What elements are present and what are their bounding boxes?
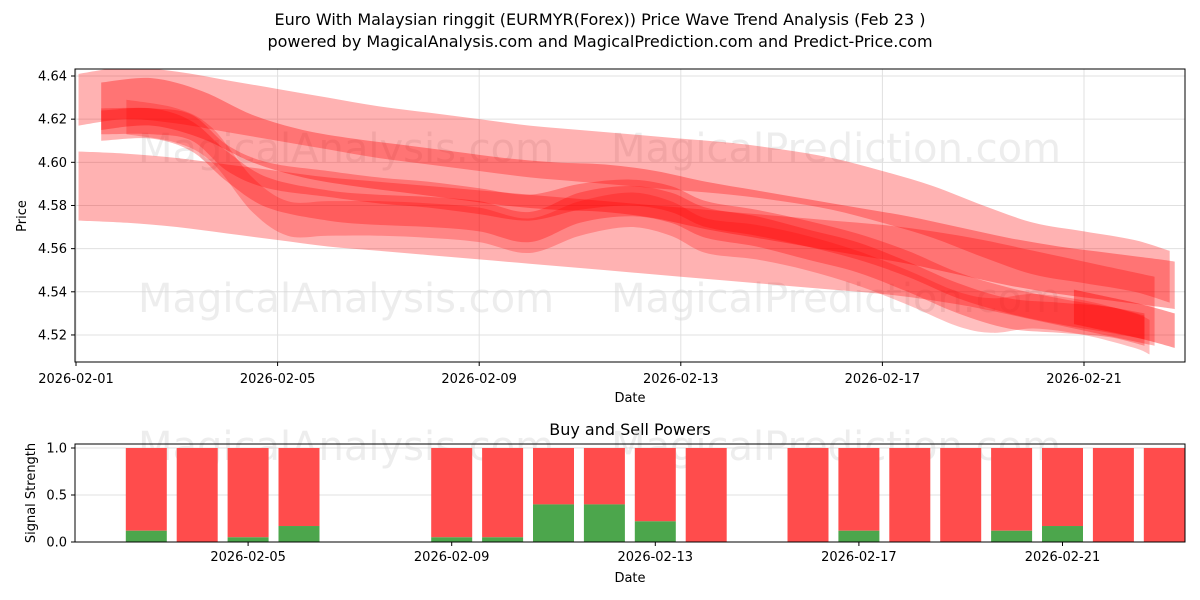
price-chart: MagicalAnalysis.comMagicalPrediction.com… xyxy=(15,67,1185,406)
bar-2026-02-06 xyxy=(279,448,320,542)
sell-bar xyxy=(533,448,574,504)
bar-2026-02-23 xyxy=(1144,448,1185,542)
signal-y-axis: 0.0 0.5 1.0 xyxy=(46,442,75,551)
bar-2026-02-16 xyxy=(788,448,829,542)
buy-bar xyxy=(533,504,574,542)
chart-canvas: MagicalAnalysis.comMagicalPrediction.com… xyxy=(0,0,1200,600)
signal-y-label: Signal Strength xyxy=(24,443,39,543)
bar-2026-02-19 xyxy=(940,448,981,542)
bar-2026-02-14 xyxy=(686,448,727,542)
x-tick-label: 2026-02-17 xyxy=(821,550,897,565)
y-tick-label: 4.56 xyxy=(38,242,67,257)
bar-2026-02-05 xyxy=(228,448,269,542)
buy-bar xyxy=(584,504,625,542)
x-tick-label: 2026-02-13 xyxy=(618,550,694,565)
y-tick-label: 0.0 xyxy=(46,536,67,551)
price-x-label: Date xyxy=(614,391,645,406)
sell-bar xyxy=(584,448,625,504)
sell-bar xyxy=(177,448,218,542)
buy-bar xyxy=(279,526,320,542)
y-tick-label: 4.64 xyxy=(38,70,67,85)
bar-2026-02-12 xyxy=(584,448,625,542)
price-y-axis: 4.52 4.54 4.56 4.58 4.60 4.62 4.64 xyxy=(38,70,75,344)
buy-bar xyxy=(431,537,472,542)
x-tick-label: 2026-02-17 xyxy=(845,372,921,387)
bar-2026-02-09 xyxy=(431,448,472,542)
buy-bar xyxy=(228,537,269,542)
bar-2026-02-17 xyxy=(838,448,879,542)
sell-bar xyxy=(126,448,167,531)
buy-bar xyxy=(482,537,523,542)
signal-bars xyxy=(126,448,1185,542)
y-tick-label: 4.62 xyxy=(38,113,67,128)
x-tick-label: 2026-02-01 xyxy=(38,372,114,387)
buy-bar xyxy=(991,531,1032,542)
buy-bar xyxy=(635,521,676,542)
y-tick-label: 0.5 xyxy=(46,489,67,504)
sell-bar xyxy=(279,448,320,526)
bar-2026-02-20 xyxy=(991,448,1032,542)
price-x-axis: 2026-02-01 2026-02-05 2026-02-09 2026-02-13… xyxy=(38,362,1122,387)
y-tick-label: 4.58 xyxy=(38,199,67,214)
y-tick-label: 4.52 xyxy=(38,328,67,343)
x-tick-label: 2026-02-09 xyxy=(441,372,517,387)
sell-bar xyxy=(788,448,829,542)
bar-2026-02-22 xyxy=(1093,448,1134,542)
sell-bar xyxy=(889,448,930,542)
y-tick-label: 4.54 xyxy=(38,285,67,300)
buy-bar xyxy=(1042,526,1083,542)
y-tick-label: 4.60 xyxy=(38,156,67,171)
bar-2026-02-21 xyxy=(1042,448,1083,542)
bar-2026-02-18 xyxy=(889,448,930,542)
buy-bar xyxy=(126,531,167,542)
signal-chart: Buy and Sell Powers MagicalAnalysis.comM… xyxy=(24,420,1185,586)
sell-bar xyxy=(482,448,523,537)
sell-bar xyxy=(635,448,676,521)
sell-bar xyxy=(838,448,879,531)
bar-2026-02-04 xyxy=(177,448,218,542)
x-tick-label: 2026-02-05 xyxy=(210,550,286,565)
x-tick-label: 2026-02-05 xyxy=(240,372,316,387)
signal-x-label: Date xyxy=(614,571,645,586)
sell-bar xyxy=(1093,448,1134,542)
sell-bar xyxy=(686,448,727,542)
x-tick-label: 2026-02-09 xyxy=(414,550,490,565)
sell-bar xyxy=(431,448,472,537)
sell-bar xyxy=(940,448,981,542)
sell-bar xyxy=(1144,448,1185,542)
sell-bar xyxy=(991,448,1032,531)
x-tick-label: 2026-02-21 xyxy=(1025,550,1101,565)
x-tick-label: 2026-02-13 xyxy=(643,372,719,387)
bar-2026-02-11 xyxy=(533,448,574,542)
bar-2026-02-10 xyxy=(482,448,523,542)
y-tick-label: 1.0 xyxy=(46,442,67,457)
sell-bar xyxy=(1042,448,1083,526)
bar-2026-02-03 xyxy=(126,448,167,542)
x-tick-label: 2026-02-21 xyxy=(1046,372,1122,387)
bar-2026-02-13 xyxy=(635,448,676,542)
buy-bar xyxy=(838,531,879,542)
signal-x-axis: 2026-02-05 2026-02-09 2026-02-13 2026-02-17… xyxy=(210,542,1100,565)
watermark-text: MagicalAnalysis.com xyxy=(138,276,554,322)
price-y-label: Price xyxy=(15,200,30,232)
sell-bar xyxy=(228,448,269,537)
